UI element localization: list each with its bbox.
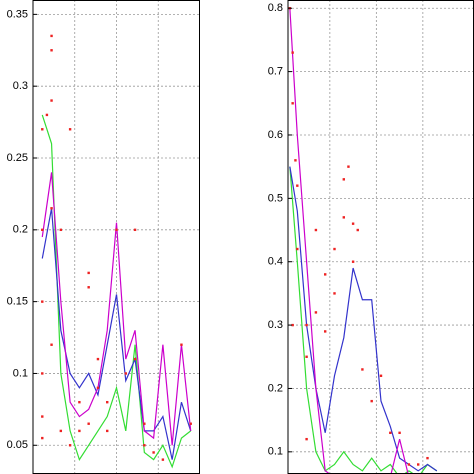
data-point	[333, 292, 336, 295]
data-point	[41, 300, 44, 303]
data-point	[41, 228, 44, 232]
data-point	[361, 368, 364, 371]
data-point	[68, 444, 72, 447]
data-point	[78, 400, 81, 404]
y-tick-label: 0.3	[13, 80, 28, 92]
y-tick-label: 0.1	[268, 446, 283, 458]
data-point	[41, 415, 44, 418]
data-point	[189, 422, 192, 425]
y-tick-label: 0.4	[268, 256, 283, 268]
data-point	[291, 323, 294, 327]
y-tick-label: 0.7	[268, 66, 283, 78]
data-point	[351, 260, 355, 263]
plot-area	[33, 0, 200, 474]
data-point	[59, 429, 63, 433]
data-point	[45, 113, 49, 117]
data-point	[370, 399, 373, 403]
data-point	[291, 102, 294, 105]
y-tick-label: 0.6	[268, 129, 283, 141]
data-point	[342, 216, 345, 219]
data-point	[124, 372, 127, 375]
data-point	[133, 228, 137, 232]
y-tick-label: 0.25	[7, 152, 28, 164]
y-tick-label: 0.8	[268, 2, 283, 14]
y-tick-label: 0.05	[7, 439, 28, 451]
data-point	[106, 429, 109, 433]
data-point	[50, 343, 53, 346]
data-point	[152, 451, 155, 454]
y-tick-label: 0.15	[7, 296, 28, 308]
data-point	[96, 386, 100, 390]
data-point	[342, 178, 345, 181]
series-line	[41, 114, 192, 469]
data-point	[96, 357, 100, 361]
data-point	[50, 49, 53, 52]
data-point	[347, 165, 350, 168]
data-point	[296, 247, 299, 251]
series-line	[289, 166, 438, 474]
data-point	[314, 311, 318, 314]
data-point	[143, 422, 146, 425]
y-tick-label: 0.2	[268, 382, 283, 394]
data-point	[379, 374, 383, 377]
data-point	[407, 463, 411, 466]
data-point	[41, 128, 44, 131]
series-line	[289, 8, 409, 474]
data-point	[59, 228, 63, 232]
plot-area	[288, 0, 474, 474]
y-tick-label: 0.2	[13, 224, 28, 236]
data-point	[417, 463, 420, 466]
data-point	[87, 271, 90, 275]
data-point	[305, 323, 308, 327]
data-point	[305, 437, 308, 441]
data-point	[294, 159, 297, 162]
data-point	[161, 458, 165, 461]
y-tick-label: 0.35	[7, 8, 28, 20]
data-point	[351, 222, 355, 225]
y-tick-label: 0.3	[268, 319, 283, 331]
data-point	[78, 429, 81, 433]
data-point	[305, 355, 308, 358]
series-line	[289, 166, 438, 472]
y-tick-label: 0.1	[13, 367, 28, 379]
data-point	[68, 128, 72, 131]
data-point	[180, 343, 183, 346]
data-point	[356, 228, 359, 232]
data-point	[41, 436, 44, 440]
data-point	[291, 51, 294, 54]
data-point	[314, 228, 318, 232]
data-point	[296, 184, 299, 187]
data-point	[333, 247, 336, 251]
data-point	[50, 34, 53, 38]
y-tick-label: 0.5	[268, 192, 283, 204]
data-point	[50, 99, 53, 102]
data-point	[106, 400, 109, 404]
data-point	[324, 273, 327, 276]
data-point	[133, 357, 137, 361]
data-point	[87, 286, 90, 289]
series-line	[41, 208, 192, 460]
data-point	[389, 431, 392, 435]
data-point	[398, 431, 401, 435]
data-point	[426, 456, 429, 460]
data-point	[50, 207, 53, 210]
data-point	[41, 372, 44, 375]
data-point	[143, 444, 146, 447]
data-point	[87, 422, 90, 425]
series-line	[41, 172, 192, 446]
data-point	[324, 330, 327, 333]
data-point	[115, 228, 118, 232]
